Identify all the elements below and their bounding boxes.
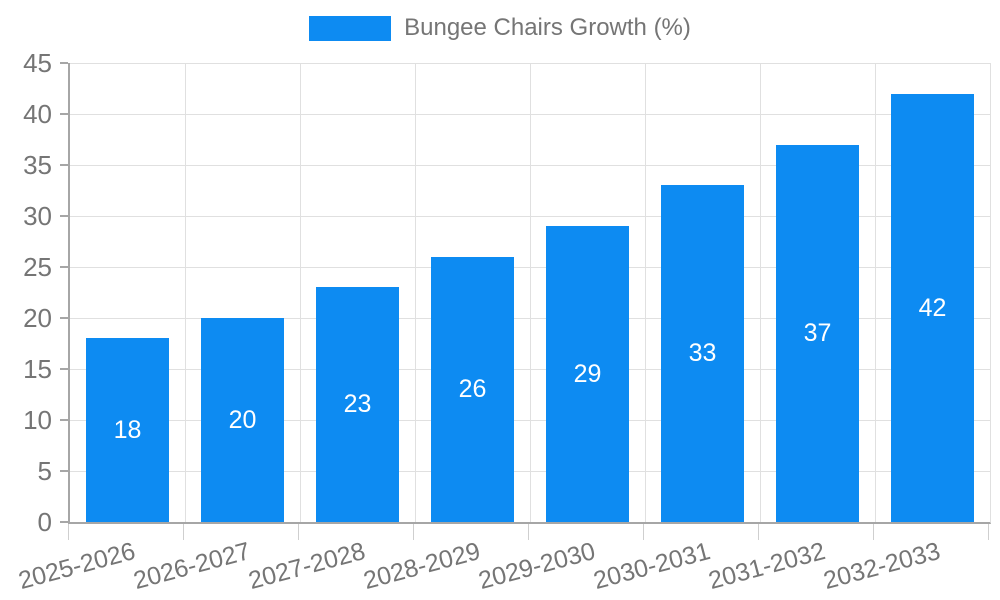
bar-2030-2031: 33 [661,185,744,522]
y-axis-tick-label: 25 [23,252,52,282]
bar-2025-2026: 18 [86,338,169,522]
x-axis-tick-mark [758,524,759,540]
v-gridline [415,63,416,522]
x-axis-tick-label: 2027-2028 [245,537,369,595]
x-axis-tick-mark [413,524,414,540]
y-axis-tick-label: 0 [37,507,52,537]
x-axis-tick-mark [528,524,529,540]
x-axis-tick-mark [68,524,69,540]
y-axis-tick-mark [60,521,68,523]
y-axis-tick-mark [60,113,68,115]
x-axis-tick-label: 2025-2026 [15,537,139,595]
v-gridline [760,63,761,522]
bar-2026-2027: 20 [201,318,284,522]
y-axis-tick-label: 45 [23,48,52,78]
bar-value-label: 29 [573,359,602,388]
x-axis-tick-label: 2032-2033 [820,537,944,595]
bar-2031-2032: 37 [776,145,859,522]
y-axis-tick-mark [60,368,68,370]
x-axis-tick-mark [988,524,989,540]
x-axis-tick-mark [643,524,644,540]
y-axis-tick-label: 5 [37,456,52,486]
x-axis-tick-label: 2026-2027 [130,537,254,595]
bar-2028-2029: 26 [431,257,514,522]
v-gridline [300,63,301,522]
x-axis-tick-label: 2030-2031 [590,537,714,595]
legend-color-swatch-icon [309,15,392,41]
bar-value-label: 20 [228,405,257,434]
bar-value-label: 37 [803,319,832,347]
bar-2032-2033: 42 [891,94,974,522]
y-axis-tick-mark [60,164,68,166]
y-axis-tick-mark [60,317,68,319]
v-gridline [645,63,646,522]
x-axis-tick-label: 2028-2029 [360,537,484,595]
bar-value-label: 42 [918,293,947,322]
y-axis-tick-label: 15 [23,354,52,384]
y-axis-tick-label: 30 [23,201,52,231]
y-axis-tick-mark [60,470,68,472]
y-axis-tick-label: 40 [23,99,52,129]
x-axis-tick-mark [183,524,184,540]
y-axis-tick-mark [60,266,68,268]
y-axis-tick-label: 10 [23,405,52,435]
x-axis-tick-mark [298,524,299,540]
y-axis-tick-label: 35 [23,150,52,180]
y-axis-tick-mark [60,215,68,217]
x-axis-tick-label: 2029-2030 [475,537,599,595]
bar-value-label: 26 [458,375,487,403]
plot-area: 18 20 23 26 29 33 37 42 [68,63,991,524]
bar-value-label: 23 [343,390,372,418]
y-axis-tick-label: 20 [23,303,52,333]
x-axis-tick-mark [873,524,874,540]
bar-2029-2030: 29 [546,226,629,522]
x-axis-tick-label: 2031-2032 [705,537,829,595]
bar-value-label: 33 [688,339,717,367]
y-axis-tick-mark [60,62,68,64]
v-gridline [875,63,876,522]
bar-value-label: 18 [113,415,142,444]
chart-legend[interactable]: Bungee Chairs Growth (%) [0,14,1000,42]
v-gridline [530,63,531,522]
v-gridline [185,63,186,522]
y-axis-tick-mark [60,419,68,421]
bar-2027-2028: 23 [316,287,399,522]
legend-series-label: Bungee Chairs Growth (%) [404,14,691,41]
